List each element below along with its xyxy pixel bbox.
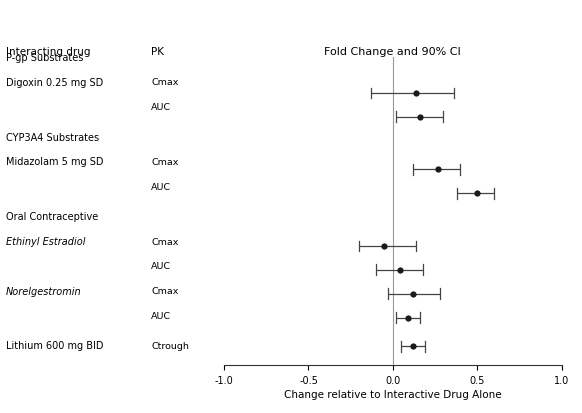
Text: AUC: AUC [151,262,172,271]
Text: Ethinyl Estradiol: Ethinyl Estradiol [6,237,86,247]
Text: Ctrough: Ctrough [151,341,189,350]
Text: PK: PK [151,47,164,57]
Text: Cmax: Cmax [151,157,179,166]
Text: AUC: AUC [151,311,172,320]
Text: AUC: AUC [151,183,172,191]
Text: Fold Change and 90% CI: Fold Change and 90% CI [325,47,461,57]
Text: Digoxin 0.25 mg SD: Digoxin 0.25 mg SD [6,78,103,88]
Text: Interacting drug: Interacting drug [6,47,90,57]
Text: AUC: AUC [151,103,172,112]
Text: Lithium 600 mg BID: Lithium 600 mg BID [6,341,104,351]
Text: Cmax: Cmax [151,237,179,246]
Text: P-gp Substrates: P-gp Substrates [6,53,83,63]
Text: CYP3A4 Substrates: CYP3A4 Substrates [6,132,99,142]
Text: Oral Contraceptive: Oral Contraceptive [6,211,98,222]
Text: Midazolam 5 mg SD: Midazolam 5 mg SD [6,157,104,167]
Text: Cmax: Cmax [151,78,179,87]
Text: Norelgestromin: Norelgestromin [6,286,81,296]
X-axis label: Change relative to Interactive Drug Alone: Change relative to Interactive Drug Alon… [284,389,502,399]
Text: Cmax: Cmax [151,287,179,296]
